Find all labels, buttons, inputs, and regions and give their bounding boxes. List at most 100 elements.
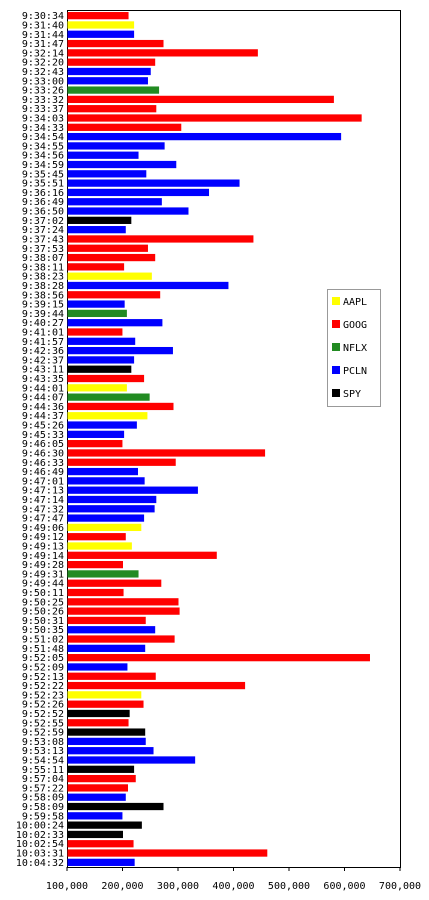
- category-label: 9:53:08: [22, 737, 64, 748]
- category-label: 9:41:01: [22, 328, 64, 339]
- bar-pcln: [67, 142, 165, 150]
- legend: AAPL GOOG NFLX PCLN SPY: [327, 289, 381, 407]
- bar-goog: [67, 635, 175, 643]
- category-label: 9:38:28: [22, 281, 64, 292]
- bar-pcln: [67, 337, 136, 345]
- category-label: 10:02:54: [16, 839, 64, 850]
- x-tick-label: 500,000: [268, 881, 310, 892]
- bar-pcln: [67, 346, 173, 355]
- bar-pcln: [67, 756, 196, 764]
- bar-pcln: [67, 467, 138, 476]
- x-tick-label: 400,000: [212, 881, 254, 892]
- category-label: 9:47:14: [22, 495, 64, 506]
- bar-goog: [67, 291, 161, 299]
- category-label: 9:38:11: [22, 262, 64, 273]
- bar-goog: [67, 700, 144, 708]
- bar-pcln: [67, 319, 163, 327]
- category-label: 9:45:33: [22, 430, 64, 441]
- category-label: 9:52:59: [22, 728, 64, 739]
- category-label: 9:34:59: [22, 160, 64, 171]
- bar-pcln: [67, 160, 177, 169]
- category-label: 9:42:36: [22, 346, 64, 357]
- bar-spy: [67, 365, 132, 373]
- legend-swatch-spy: [332, 389, 340, 397]
- bar-spy: [67, 765, 135, 773]
- category-label: 9:52:26: [22, 700, 64, 711]
- legend-swatch-goog: [332, 320, 340, 328]
- bar-spy: [67, 821, 142, 829]
- bar-pcln: [67, 132, 342, 141]
- bar-pcln: [67, 514, 145, 522]
- category-label: 9:34:55: [22, 141, 64, 152]
- category-label: 9:41:57: [22, 337, 64, 348]
- category-label: 9:36:49: [22, 197, 64, 208]
- bar-pcln: [67, 505, 155, 513]
- bar-nflx: [67, 86, 160, 94]
- bar-goog: [67, 244, 148, 252]
- bar-goog: [67, 235, 254, 243]
- bar-pcln: [67, 858, 135, 866]
- category-label: 9:33:32: [22, 95, 64, 106]
- bar-goog: [67, 560, 123, 569]
- category-label: 9:49:13: [22, 542, 64, 553]
- bar-pcln: [67, 179, 240, 187]
- category-label: 9:50:11: [22, 588, 64, 599]
- bar-pcln: [67, 793, 126, 801]
- category-label: 9:53:13: [22, 746, 64, 757]
- category-label: 9:52:55: [22, 718, 64, 729]
- legend-swatch-nflx: [332, 343, 340, 351]
- category-label: 9:58:09: [22, 802, 64, 813]
- bar-goog: [67, 672, 156, 680]
- category-label: 9:52:23: [22, 690, 64, 701]
- category-label: 9:49:12: [22, 532, 64, 543]
- bar-goog: [67, 616, 146, 625]
- bar-goog: [67, 114, 362, 122]
- bar-pcln: [67, 300, 125, 308]
- bar-goog: [67, 58, 156, 66]
- legend-swatch-pcln: [332, 366, 340, 374]
- bar-pcln: [67, 663, 128, 671]
- legend-label-pcln: PCLN: [343, 366, 367, 377]
- bar-pcln: [67, 430, 125, 438]
- bar-goog: [67, 458, 176, 466]
- category-label: 9:55:11: [22, 765, 64, 776]
- x-tick-label: 100,000: [46, 881, 88, 892]
- category-label: 9:54:54: [22, 756, 64, 767]
- category-label: 9:52:13: [22, 672, 64, 683]
- category-label: 9:33:00: [22, 76, 64, 87]
- category-label: 9:37:53: [22, 244, 64, 255]
- bar-nflx: [67, 393, 150, 401]
- category-label: 9:40:27: [22, 318, 64, 329]
- bar-pcln: [67, 356, 135, 364]
- bar-goog: [67, 95, 334, 104]
- category-label: 9:51:02: [22, 635, 64, 646]
- bar-aapl: [67, 542, 132, 550]
- bar-goog: [67, 654, 370, 662]
- category-label: 10:00:24: [16, 821, 64, 832]
- category-label: 9:50:35: [22, 625, 64, 636]
- category-label: 9:50:31: [22, 616, 64, 627]
- category-label: 9:46:33: [22, 458, 64, 469]
- category-label: 9:49:44: [22, 579, 64, 590]
- category-label: 10:03:31: [16, 849, 64, 860]
- x-tick-label: 700,000: [379, 881, 421, 892]
- bar-goog: [67, 840, 134, 848]
- bar-goog: [67, 12, 129, 20]
- category-label: 9:31:40: [22, 20, 64, 31]
- category-label: 9:46:30: [22, 448, 64, 459]
- category-label: 9:30:34: [22, 11, 64, 22]
- category-label: 9:34:54: [22, 132, 64, 143]
- bar-pcln: [67, 737, 146, 746]
- category-label: 9:45:26: [22, 421, 64, 432]
- bar-goog: [67, 328, 123, 336]
- category-label: 9:44:01: [22, 383, 64, 394]
- x-axis: 100,000 200,000 300,000 400,000 500,000 600,0…: [46, 867, 421, 892]
- category-label: 9:43:35: [22, 374, 64, 385]
- category-label: 9:31:44: [22, 30, 64, 41]
- category-label: 9:33:37: [22, 104, 64, 115]
- bar-pcln: [67, 626, 156, 634]
- bar-pcln: [67, 198, 162, 206]
- category-label: 9:36:50: [22, 207, 64, 218]
- x-tick-label: 300,000: [157, 881, 199, 892]
